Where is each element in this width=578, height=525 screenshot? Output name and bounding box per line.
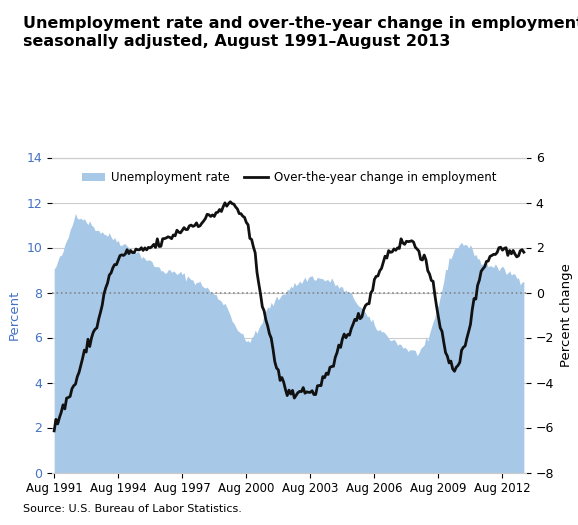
Text: Source: U.S. Bureau of Labor Statistics.: Source: U.S. Bureau of Labor Statistics. — [23, 505, 242, 514]
Y-axis label: Percent change: Percent change — [560, 263, 573, 367]
Text: seasonally adjusted, August 1991–August 2013: seasonally adjusted, August 1991–August … — [23, 34, 450, 49]
Legend: Unemployment rate, Over-the-year change in employment: Unemployment rate, Over-the-year change … — [77, 166, 501, 189]
Text: Unemployment rate and over-the-year change in employment, New York City,: Unemployment rate and over-the-year chan… — [23, 16, 578, 31]
Y-axis label: Percent: Percent — [8, 290, 21, 340]
